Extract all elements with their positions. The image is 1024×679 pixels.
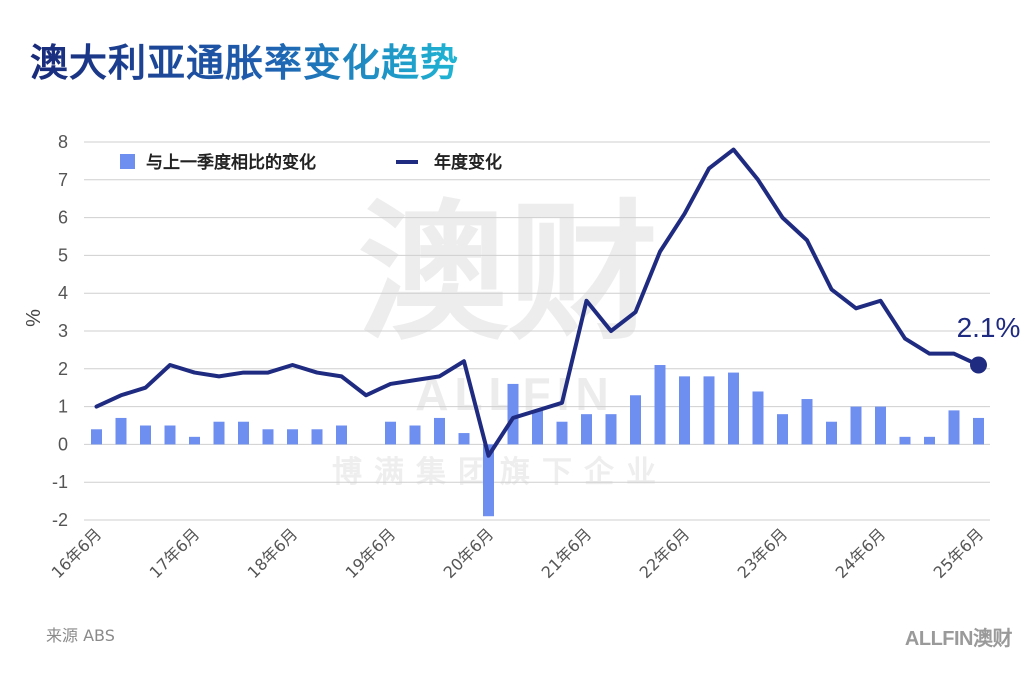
y-tick-label: 1 bbox=[58, 397, 68, 417]
page-title: 澳大利亚通胀率变化趋势 bbox=[30, 32, 459, 87]
bar bbox=[679, 376, 690, 445]
bar bbox=[434, 417, 445, 445]
bar bbox=[385, 421, 396, 445]
legend-line-label: 年度变化 bbox=[434, 152, 502, 173]
bar bbox=[777, 414, 788, 445]
bar bbox=[213, 421, 225, 445]
source-note: 来源 ABS bbox=[46, 626, 115, 645]
bar bbox=[850, 406, 862, 445]
bar bbox=[483, 444, 494, 517]
x-tick-label: 16年6月 bbox=[48, 524, 106, 582]
brand-logo: ALLFIN澳财 bbox=[904, 628, 1013, 650]
y-tick-label: 6 bbox=[58, 208, 68, 228]
bar bbox=[801, 399, 813, 445]
bar bbox=[532, 410, 543, 445]
x-tick-label: 19年6月 bbox=[342, 524, 400, 582]
y-tick-label: 5 bbox=[58, 245, 68, 265]
bar bbox=[752, 391, 764, 445]
y-tick-label: 8 bbox=[58, 132, 68, 152]
bar bbox=[507, 383, 519, 445]
x-tick-label: 18年6月 bbox=[244, 524, 302, 582]
annotation-label: 2.1% bbox=[957, 312, 1021, 343]
legend-bar-label: 与上一季度相比的变化 bbox=[146, 152, 316, 173]
bar bbox=[164, 425, 176, 445]
bar bbox=[924, 436, 935, 445]
watermark-main: 澳财 bbox=[358, 187, 658, 361]
bar bbox=[91, 429, 102, 445]
bar bbox=[458, 433, 470, 445]
x-tick-label: 17年6月 bbox=[146, 524, 204, 582]
bar bbox=[409, 425, 421, 445]
x-tick-label: 23年6月 bbox=[734, 524, 792, 582]
annotation: 2.1% bbox=[957, 312, 1021, 374]
bar bbox=[115, 417, 127, 445]
grid-lines bbox=[84, 141, 990, 521]
watermark-tagline: 博满集团旗下企业 bbox=[332, 455, 668, 490]
bar bbox=[287, 429, 298, 445]
bar bbox=[140, 425, 151, 445]
bar bbox=[728, 372, 739, 445]
x-tick-label: 25年6月 bbox=[930, 524, 988, 582]
bar bbox=[336, 425, 347, 445]
bar bbox=[973, 417, 984, 445]
bar bbox=[189, 436, 200, 445]
y-axis-label: % bbox=[23, 309, 45, 327]
y-tick-label: 2 bbox=[58, 359, 68, 379]
bar bbox=[703, 376, 715, 445]
bar bbox=[654, 365, 666, 445]
y-tick-label: 7 bbox=[58, 170, 68, 190]
y-tick-label: 4 bbox=[58, 283, 68, 303]
bar bbox=[605, 414, 617, 445]
bar bbox=[581, 414, 592, 445]
y-tick-labels: -2 -1 0 1 2 3 4 5 6 7 8 bbox=[52, 132, 68, 530]
y-tick-label: -1 bbox=[52, 472, 68, 492]
line-series bbox=[94, 147, 981, 458]
x-tick-label: 21年6月 bbox=[538, 524, 596, 582]
legend: 与上一季度相比的变化 年度变化 bbox=[120, 152, 502, 173]
bar bbox=[899, 436, 911, 445]
legend-bar-swatch bbox=[120, 154, 135, 169]
bar bbox=[262, 429, 274, 445]
bar bbox=[556, 421, 568, 445]
x-tick-labels: 16年6月 17年6月 18年6月 19年6月 20年6月 21年6月 22年6月 23年6月… bbox=[48, 524, 988, 582]
x-tick-label: 20年6月 bbox=[440, 524, 498, 582]
bar bbox=[630, 395, 641, 445]
bar bbox=[311, 429, 323, 445]
annotation-point bbox=[970, 356, 987, 374]
y-tick-label: 3 bbox=[58, 321, 68, 341]
x-tick-label: 24年6月 bbox=[832, 524, 890, 582]
bar bbox=[826, 421, 837, 445]
bar-series bbox=[91, 365, 984, 517]
bar bbox=[238, 421, 249, 445]
series-line bbox=[94, 147, 981, 458]
x-tick-label: 22年6月 bbox=[636, 524, 694, 582]
y-tick-label: 0 bbox=[58, 434, 68, 454]
bar bbox=[948, 410, 960, 445]
y-tick-label: -2 bbox=[52, 510, 68, 530]
bar bbox=[875, 406, 886, 445]
